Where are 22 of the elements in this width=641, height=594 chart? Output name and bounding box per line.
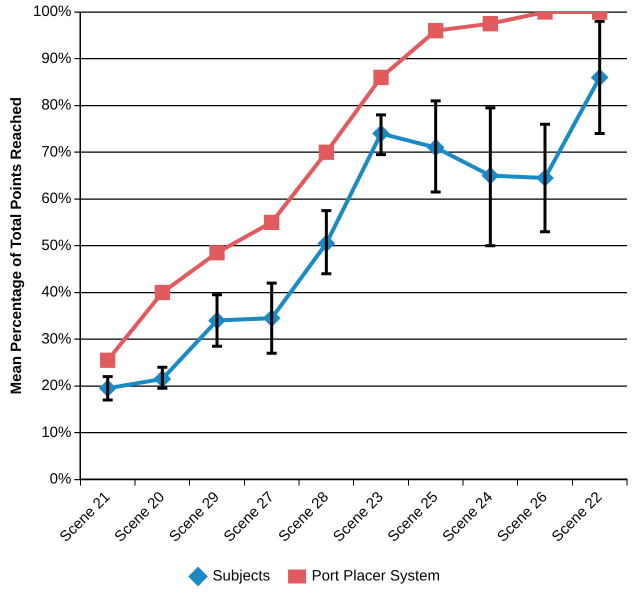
y-tick-label: 90% [41, 50, 72, 67]
y-tick-label: 50% [41, 236, 72, 254]
point [154, 284, 170, 300]
y-tick-label: 10% [41, 424, 72, 441]
point [428, 23, 444, 38]
point [373, 70, 389, 86]
y-tick-label: 60% [41, 190, 72, 208]
point [209, 245, 225, 260]
legend-label: Port Placer System [312, 568, 440, 585]
legend-label: Subjects [212, 568, 270, 585]
y-tick-label: 80% [41, 96, 72, 114]
point [100, 352, 116, 368]
y-tick-label: 30% [41, 330, 72, 348]
y-axis-title: Mean Percentage of Total Points Reached [8, 97, 26, 394]
y-tick-label: 0% [50, 470, 72, 488]
y-tick-label: 70% [41, 143, 72, 160]
point [482, 16, 498, 32]
point [264, 214, 280, 230]
y-tick-label: 20% [41, 377, 72, 394]
y-tick-label: 100% [32, 3, 72, 20]
y-tick-label: 40% [41, 284, 72, 301]
point [318, 144, 334, 160]
